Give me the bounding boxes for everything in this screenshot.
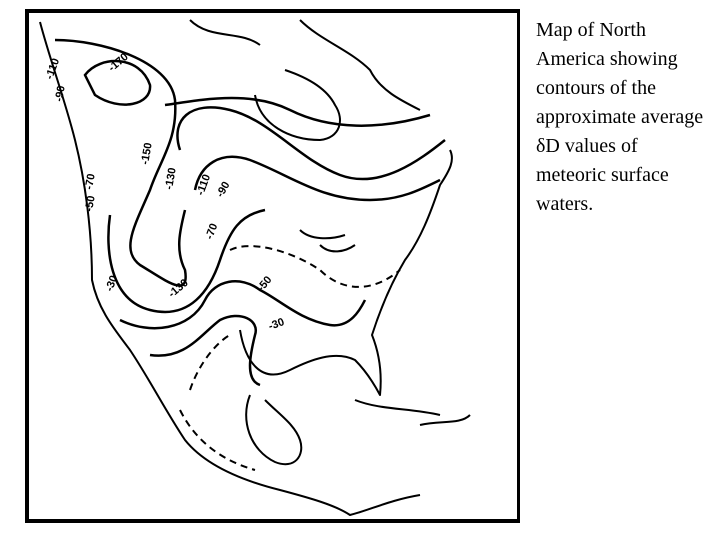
contour: [164, 96, 431, 127]
contour-label: -150: [139, 142, 155, 166]
coastline: [245, 394, 303, 466]
contour: [176, 106, 446, 181]
great-lakes: [299, 229, 356, 253]
contour-label: -70: [204, 222, 221, 241]
contour-label: -130: [163, 167, 179, 191]
contour: [54, 38, 187, 287]
map: -170 -150 -130 -110 -90 -70 -50 -30 -130…: [25, 9, 520, 523]
contour-label: -70: [83, 173, 98, 191]
hudson-bay: [254, 69, 341, 141]
contour-label: -30: [104, 274, 121, 293]
caption: Map of North America showing contours of…: [536, 19, 704, 215]
contour: [179, 334, 256, 471]
contour-label: -30: [267, 316, 286, 333]
contour-label: -90: [53, 85, 68, 103]
islands: [189, 19, 471, 426]
coastline: [239, 149, 453, 396]
contour-label: -50: [83, 195, 98, 213]
contour: [107, 208, 266, 314]
contour: [83, 59, 152, 106]
map-frame: [25, 9, 520, 523]
contour: [193, 155, 441, 202]
coastline: [39, 21, 421, 516]
contour: [149, 314, 261, 387]
contour: [119, 280, 367, 330]
